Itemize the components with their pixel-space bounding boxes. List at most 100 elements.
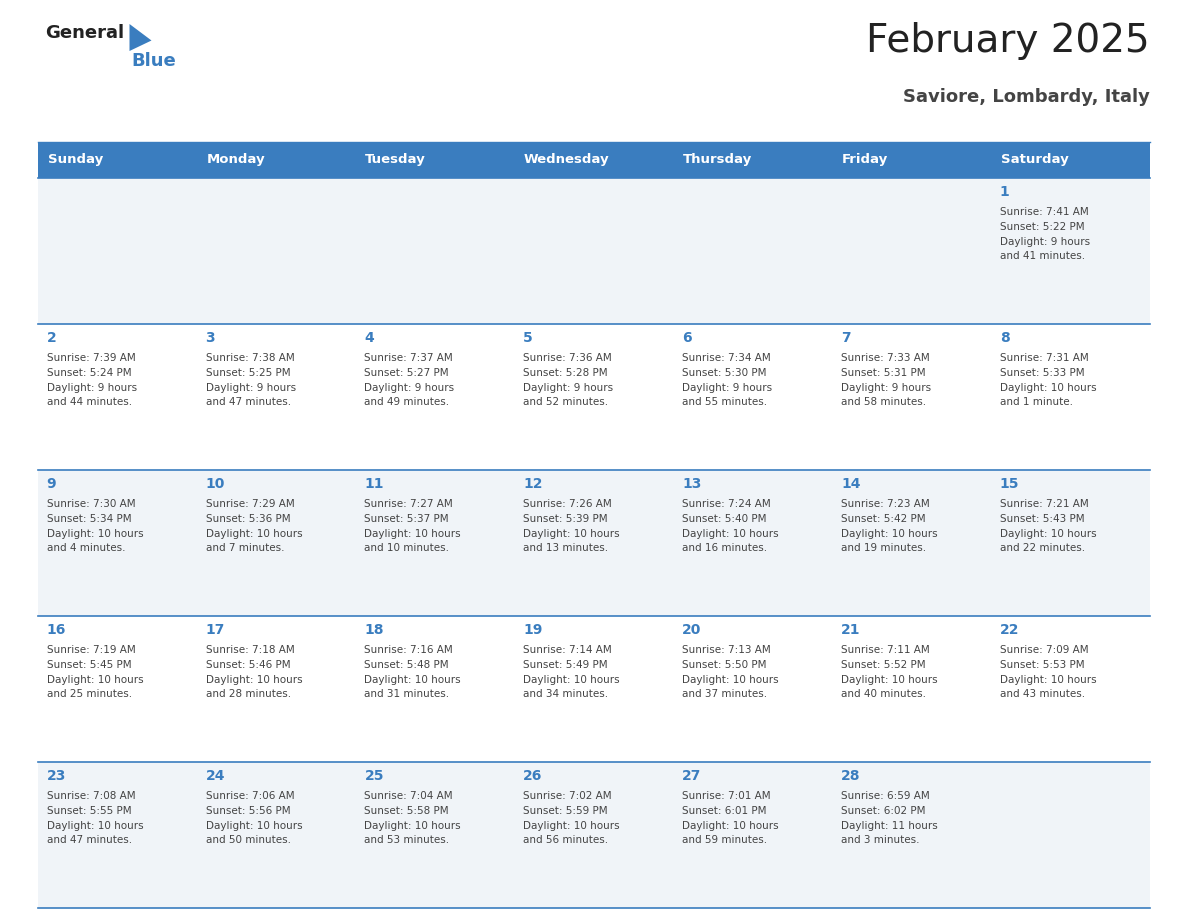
Text: Sunset: 5:56 PM: Sunset: 5:56 PM: [206, 806, 290, 816]
Text: Daylight: 10 hours: Daylight: 10 hours: [365, 821, 461, 831]
Text: Daylight: 9 hours: Daylight: 9 hours: [46, 383, 137, 393]
Text: and 56 minutes.: and 56 minutes.: [523, 835, 608, 845]
Text: 11: 11: [365, 476, 384, 490]
Text: and 50 minutes.: and 50 minutes.: [206, 835, 291, 845]
Text: Sunset: 5:53 PM: Sunset: 5:53 PM: [1000, 660, 1085, 670]
Text: Daylight: 10 hours: Daylight: 10 hours: [523, 675, 620, 685]
Text: Sunset: 5:30 PM: Sunset: 5:30 PM: [682, 368, 766, 378]
Text: Sunset: 5:48 PM: Sunset: 5:48 PM: [365, 660, 449, 670]
Text: and 47 minutes.: and 47 minutes.: [46, 835, 132, 845]
Text: Daylight: 10 hours: Daylight: 10 hours: [523, 529, 620, 539]
Text: General: General: [45, 24, 124, 42]
Text: and 4 minutes.: and 4 minutes.: [46, 543, 125, 554]
Text: and 52 minutes.: and 52 minutes.: [523, 397, 608, 408]
Text: Sunrise: 7:36 AM: Sunrise: 7:36 AM: [523, 353, 612, 363]
Text: and 59 minutes.: and 59 minutes.: [682, 835, 767, 845]
Text: 23: 23: [46, 768, 67, 782]
Text: and 34 minutes.: and 34 minutes.: [523, 689, 608, 700]
Polygon shape: [129, 24, 152, 51]
Text: Sunrise: 6:59 AM: Sunrise: 6:59 AM: [841, 791, 930, 801]
Text: Sunset: 5:46 PM: Sunset: 5:46 PM: [206, 660, 290, 670]
Text: Sunset: 6:02 PM: Sunset: 6:02 PM: [841, 806, 925, 816]
Text: 21: 21: [841, 622, 860, 636]
Text: and 13 minutes.: and 13 minutes.: [523, 543, 608, 554]
Text: Daylight: 10 hours: Daylight: 10 hours: [1000, 529, 1097, 539]
Text: Tuesday: Tuesday: [365, 153, 426, 166]
Text: Sunrise: 7:38 AM: Sunrise: 7:38 AM: [206, 353, 295, 363]
Text: Blue: Blue: [132, 52, 176, 70]
Text: Sunset: 5:36 PM: Sunset: 5:36 PM: [206, 514, 290, 524]
Text: Friday: Friday: [842, 153, 889, 166]
Text: Daylight: 10 hours: Daylight: 10 hours: [46, 529, 144, 539]
Text: Sunrise: 7:26 AM: Sunrise: 7:26 AM: [523, 499, 612, 509]
Text: Sunrise: 7:29 AM: Sunrise: 7:29 AM: [206, 499, 295, 509]
Text: Sunset: 5:59 PM: Sunset: 5:59 PM: [523, 806, 608, 816]
Text: and 41 minutes.: and 41 minutes.: [1000, 252, 1085, 262]
Text: Sunrise: 7:27 AM: Sunrise: 7:27 AM: [365, 499, 453, 509]
Text: 27: 27: [682, 768, 702, 782]
Text: Saturday: Saturday: [1000, 153, 1068, 166]
Text: 26: 26: [523, 768, 543, 782]
Text: Sunset: 5:22 PM: Sunset: 5:22 PM: [1000, 222, 1085, 232]
Text: Sunset: 5:50 PM: Sunset: 5:50 PM: [682, 660, 766, 670]
Text: Daylight: 10 hours: Daylight: 10 hours: [206, 529, 302, 539]
Text: 12: 12: [523, 476, 543, 490]
Text: and 25 minutes.: and 25 minutes.: [46, 689, 132, 700]
Text: Sunrise: 7:14 AM: Sunrise: 7:14 AM: [523, 645, 612, 655]
Text: Daylight: 10 hours: Daylight: 10 hours: [46, 675, 144, 685]
Text: Sunrise: 7:41 AM: Sunrise: 7:41 AM: [1000, 207, 1088, 217]
Text: Sunrise: 7:09 AM: Sunrise: 7:09 AM: [1000, 645, 1088, 655]
Text: Sunset: 5:45 PM: Sunset: 5:45 PM: [46, 660, 132, 670]
Text: Sunset: 5:39 PM: Sunset: 5:39 PM: [523, 514, 608, 524]
Text: and 7 minutes.: and 7 minutes.: [206, 543, 284, 554]
Text: 20: 20: [682, 622, 702, 636]
Text: and 22 minutes.: and 22 minutes.: [1000, 543, 1085, 554]
Text: 16: 16: [46, 622, 67, 636]
Text: 24: 24: [206, 768, 225, 782]
Text: and 37 minutes.: and 37 minutes.: [682, 689, 767, 700]
FancyBboxPatch shape: [674, 142, 833, 178]
Text: and 44 minutes.: and 44 minutes.: [46, 397, 132, 408]
Text: Sunrise: 7:16 AM: Sunrise: 7:16 AM: [365, 645, 453, 655]
Text: Daylight: 10 hours: Daylight: 10 hours: [523, 821, 620, 831]
FancyBboxPatch shape: [38, 762, 1150, 908]
FancyBboxPatch shape: [197, 142, 355, 178]
FancyBboxPatch shape: [38, 178, 1150, 324]
Text: Sunrise: 7:13 AM: Sunrise: 7:13 AM: [682, 645, 771, 655]
Text: and 1 minute.: and 1 minute.: [1000, 397, 1073, 408]
Text: Monday: Monday: [207, 153, 265, 166]
FancyBboxPatch shape: [514, 142, 674, 178]
Text: 18: 18: [365, 622, 384, 636]
Text: Sunset: 5:42 PM: Sunset: 5:42 PM: [841, 514, 925, 524]
Text: 3: 3: [206, 330, 215, 344]
Text: Sunrise: 7:33 AM: Sunrise: 7:33 AM: [841, 353, 930, 363]
Text: Sunrise: 7:21 AM: Sunrise: 7:21 AM: [1000, 499, 1088, 509]
FancyBboxPatch shape: [38, 616, 1150, 762]
Text: Daylight: 10 hours: Daylight: 10 hours: [206, 675, 302, 685]
Text: and 10 minutes.: and 10 minutes.: [365, 543, 449, 554]
Text: Sunset: 5:58 PM: Sunset: 5:58 PM: [365, 806, 449, 816]
Text: Daylight: 9 hours: Daylight: 9 hours: [841, 383, 931, 393]
Text: 25: 25: [365, 768, 384, 782]
Text: 2: 2: [46, 330, 57, 344]
Text: Sunset: 5:33 PM: Sunset: 5:33 PM: [1000, 368, 1085, 378]
Text: and 58 minutes.: and 58 minutes.: [841, 397, 927, 408]
Text: Sunset: 5:55 PM: Sunset: 5:55 PM: [46, 806, 132, 816]
Text: Wednesday: Wednesday: [524, 153, 609, 166]
Text: Sunrise: 7:23 AM: Sunrise: 7:23 AM: [841, 499, 930, 509]
Text: Daylight: 9 hours: Daylight: 9 hours: [523, 383, 613, 393]
Text: and 28 minutes.: and 28 minutes.: [206, 689, 291, 700]
FancyBboxPatch shape: [355, 142, 514, 178]
Text: Daylight: 10 hours: Daylight: 10 hours: [206, 821, 302, 831]
Text: Sunrise: 7:01 AM: Sunrise: 7:01 AM: [682, 791, 771, 801]
Text: Sunrise: 7:02 AM: Sunrise: 7:02 AM: [523, 791, 612, 801]
Text: Sunrise: 7:39 AM: Sunrise: 7:39 AM: [46, 353, 135, 363]
Text: Sunset: 5:34 PM: Sunset: 5:34 PM: [46, 514, 132, 524]
Text: Daylight: 10 hours: Daylight: 10 hours: [46, 821, 144, 831]
Text: Sunrise: 7:34 AM: Sunrise: 7:34 AM: [682, 353, 771, 363]
FancyBboxPatch shape: [991, 142, 1150, 178]
Text: and 40 minutes.: and 40 minutes.: [841, 689, 925, 700]
Text: Sunset: 5:27 PM: Sunset: 5:27 PM: [365, 368, 449, 378]
Text: 4: 4: [365, 330, 374, 344]
Text: Daylight: 9 hours: Daylight: 9 hours: [206, 383, 296, 393]
